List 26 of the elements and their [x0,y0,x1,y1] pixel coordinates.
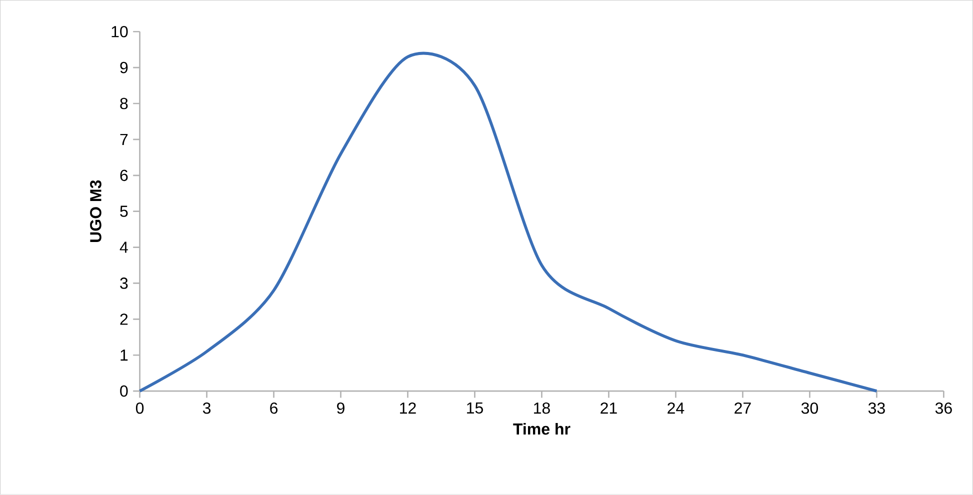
x-tick-label: 12 [400,402,416,414]
y-axis-title: UGO M3 [90,180,102,242]
y-tick-label: 3 [120,278,128,289]
y-tick-label: 1 [120,350,128,361]
x-tick-label: 27 [734,402,751,414]
y-tick-label: 9 [120,62,128,74]
y-tick-label: 0 [120,385,128,397]
x-tick-label: 36 [935,402,952,414]
x-tick-label: 3 [202,402,211,414]
y-tick-label: 6 [120,170,128,182]
y-tick-label: 2 [120,314,128,325]
y-tick-label: 8 [120,98,128,110]
y-tick-label: 7 [120,134,128,146]
x-tick-label: 33 [868,402,885,414]
x-tick-label: 15 [467,402,483,414]
x-tick-label: 24 [668,402,684,414]
y-tick-label: 5 [120,206,128,218]
x-tick-label: 30 [801,402,818,414]
x-tick-label: 6 [270,402,278,414]
x-tick-label: 18 [534,402,550,414]
y-tick-label: 10 [112,26,128,38]
x-tick-label: 0 [136,402,144,414]
y-tick-label: 4 [120,242,128,253]
x-axis-title: Time hr [513,423,570,435]
x-tick-label: 9 [337,402,344,414]
x-tick-label: 21 [600,402,617,414]
